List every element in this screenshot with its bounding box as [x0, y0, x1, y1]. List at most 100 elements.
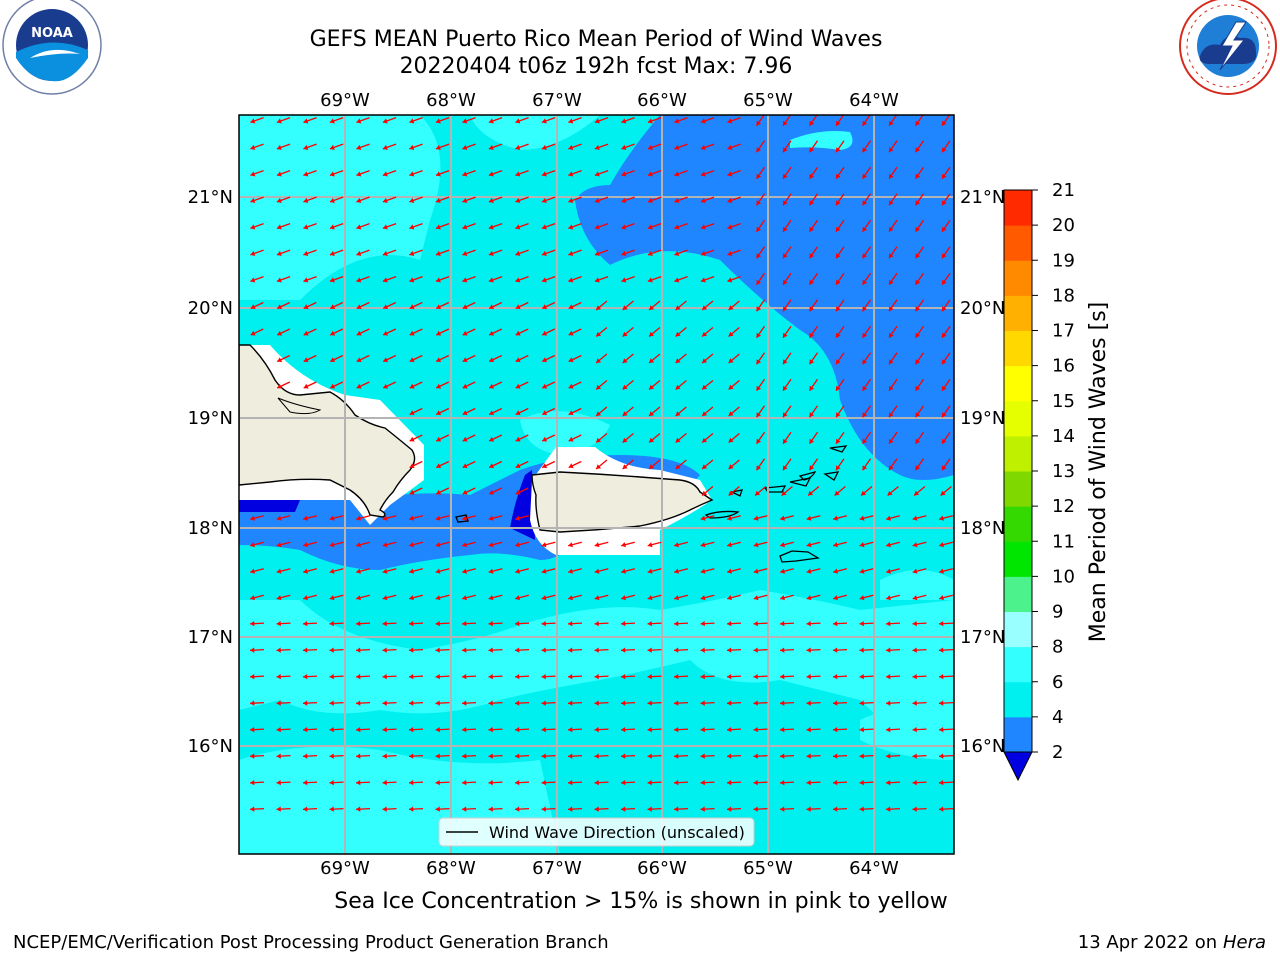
wave-direction-arrowhead [596, 305, 602, 310]
wave-direction-arrowhead [621, 780, 626, 786]
wave-direction-arrowhead [783, 279, 788, 285]
wave-direction-arrowhead [728, 411, 734, 416]
wave-direction-arrowhead [488, 753, 493, 759]
wave-direction-arrowhead [700, 568, 706, 574]
wave-direction-arrowhead [783, 306, 788, 312]
wave-direction-arrowhead [303, 674, 308, 680]
wave-direction-arrowhead [621, 197, 627, 203]
wave-direction-arrowhead [889, 412, 894, 418]
wave-direction-arrowhead [541, 542, 547, 548]
wave-direction-arrowhead [409, 515, 414, 521]
wave-direction-arrowhead [276, 542, 282, 548]
wave-direction-arrowhead [409, 489, 415, 495]
wave-direction-arrowhead [727, 753, 732, 759]
wave-direction-arrowhead [329, 250, 335, 256]
wave-direction-arrowhead [303, 542, 308, 548]
wave-direction-arrowhead [647, 224, 653, 230]
wave-direction-arrowhead [674, 250, 680, 256]
wave-direction-arrowhead [356, 647, 361, 653]
wave-direction-arrowhead [649, 358, 655, 363]
wave-direction-arrowhead [568, 674, 573, 680]
wave-direction-arrowhead [621, 118, 627, 124]
wave-direction-arrowhead [674, 727, 679, 733]
map-title: GEFS MEAN Puerto Rico Mean Period of Win… [309, 27, 883, 52]
graticule [239, 115, 954, 854]
wave-direction-arrowhead [942, 253, 947, 259]
lon-ticks-top: 69°W 68°W 67°W 66°W 65°W 64°W [320, 90, 899, 111]
colorbar-segment [1004, 716, 1032, 753]
wave-direction-arrowhead [250, 753, 255, 759]
wave-direction-arrowhead [647, 568, 653, 574]
wave-direction-arrowhead [621, 224, 627, 230]
wave-direction-arrowhead [649, 411, 655, 416]
wave-direction-arrowhead [756, 412, 762, 418]
wave-direction-arrowhead [303, 197, 309, 203]
wave-direction-arrowhead [568, 647, 573, 653]
wave-direction-arrowhead [674, 224, 680, 230]
wave-direction-arrowhead [649, 305, 655, 310]
wave-direction-arrowhead [303, 780, 308, 786]
wave-direction-arrowhead [647, 197, 653, 203]
wave-direction-arrowhead [568, 542, 573, 548]
wave-direction-arrowhead [753, 647, 758, 653]
wave-direction-arrowhead [806, 674, 811, 680]
wave-direction-arrowhead [649, 384, 655, 390]
wave-direction-arrowhead [303, 277, 309, 283]
wave-direction-arrowhead [356, 727, 361, 733]
wave-direction-arrowhead [594, 753, 599, 759]
wave-direction-arrowhead [675, 305, 681, 310]
wave-direction-arrowhead [594, 568, 600, 574]
wave-direction-arrowhead [330, 357, 336, 363]
wave-direction-arrowhead [700, 700, 705, 706]
wave-direction-arrowhead [727, 780, 732, 786]
wave-direction-arrowhead [568, 595, 573, 601]
wave-direction-arrowhead [780, 700, 785, 706]
wave-direction-arrowhead [594, 700, 599, 706]
wave-direction-arrowhead [435, 118, 441, 124]
wave-direction-arrowhead [809, 359, 815, 365]
wave-direction-arrowhead [382, 542, 388, 548]
wave-direction-arrowhead [276, 727, 281, 733]
wave-direction-arrowhead [356, 568, 361, 574]
wave-direction-arrowhead [700, 542, 706, 548]
wave-direction-arrowhead [568, 463, 574, 469]
wave-direction-arrowhead [674, 277, 680, 283]
wave-direction-arrowhead [303, 515, 308, 521]
wave-direction-arrowhead [594, 250, 600, 256]
wave-direction-arrowhead [250, 595, 255, 601]
wave-direction-arrowhead [515, 780, 520, 786]
wave-direction-arrowhead [647, 171, 653, 177]
wave-direction-arrowhead [515, 277, 521, 283]
wave-direction-arrowhead [675, 464, 681, 469]
wave-direction-arrowhead [942, 438, 947, 444]
wave-direction-arrowhead [702, 437, 708, 443]
wave-direction-arrowhead [276, 224, 282, 230]
wave-direction-arrowhead [250, 542, 255, 548]
wave-direction-arrowhead [489, 357, 495, 363]
wave-direction-arrowhead [250, 330, 256, 336]
wave-direction-arrowhead [756, 279, 762, 285]
wave-direction-arrowhead [515, 489, 521, 495]
wave-direction-arrowhead [833, 700, 838, 706]
wave-direction-arrowhead [862, 200, 868, 206]
wave-direction-arrowhead [622, 384, 628, 390]
wave-direction-arrowhead [886, 806, 891, 812]
wave-direction-arrowhead [250, 780, 255, 786]
wave-direction-arrowhead [541, 727, 546, 733]
wave-direction-arrowhead [383, 383, 389, 389]
wave-direction-arrowhead [462, 700, 467, 706]
wave-direction-arrowhead [462, 304, 468, 310]
colorbar-segment [1004, 541, 1032, 577]
wave-direction-arrowhead [382, 171, 388, 177]
wave-direction-arrowhead [515, 806, 520, 812]
wave-direction-arrowhead [435, 568, 441, 574]
wave-direction-arrowhead [409, 780, 414, 786]
wave-direction-arrowhead [541, 144, 547, 150]
wave-direction-arrowhead [435, 250, 441, 256]
wave-direction-arrowhead [886, 700, 891, 706]
wave-direction-arrowhead [568, 224, 574, 230]
wave-direction-arrowhead [886, 621, 891, 627]
wave-direction-arrowhead [329, 197, 335, 203]
wave-direction-arrowhead [462, 197, 468, 203]
wave-direction-arrowhead [542, 304, 548, 310]
